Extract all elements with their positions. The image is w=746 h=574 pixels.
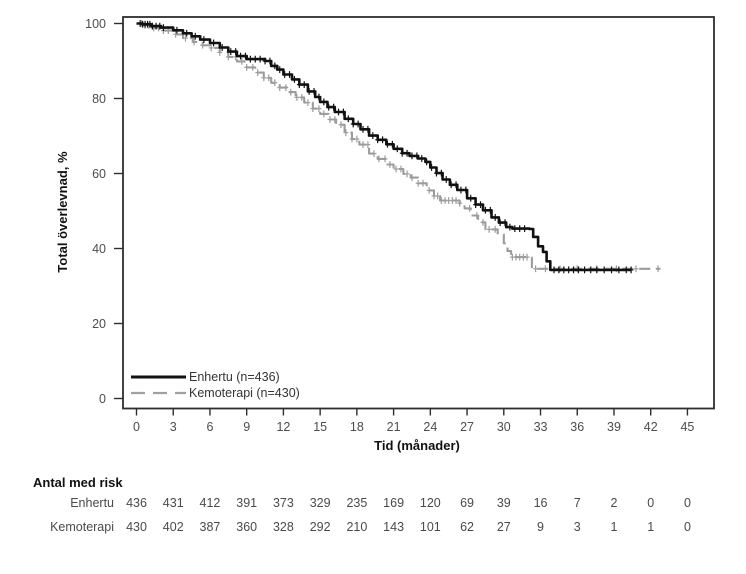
- risk-value: 2: [611, 496, 618, 510]
- x-tick-label: 9: [243, 420, 250, 434]
- x-tick-label: 33: [534, 420, 548, 434]
- risk-value: 1: [611, 520, 618, 534]
- risk-value: 16: [534, 496, 548, 510]
- curve-kemoterapi: [136, 22, 661, 270]
- curve-enhertu: [136, 22, 632, 272]
- risk-value: 235: [346, 496, 367, 510]
- risk-row-label-kemoterapi: Kemoterapi: [50, 520, 114, 534]
- risk-value: 69: [460, 496, 474, 510]
- risk-value: 292: [310, 520, 331, 534]
- x-tick-label: 0: [133, 420, 140, 434]
- risk-value: 7: [574, 496, 581, 510]
- x-tick-label: 45: [680, 420, 694, 434]
- risk-value: 143: [383, 520, 404, 534]
- risk-value: 1: [647, 520, 654, 534]
- risk-value: 436: [126, 496, 147, 510]
- x-tick-label: 27: [460, 420, 474, 434]
- x-tick-label: 30: [497, 420, 511, 434]
- risk-value: 0: [684, 496, 691, 510]
- x-tick-label: 39: [607, 420, 621, 434]
- series-group: [136, 20, 661, 274]
- risk-value: 27: [497, 520, 511, 534]
- x-tick-label: 3: [170, 420, 177, 434]
- risk-value: 9: [537, 520, 544, 534]
- risk-value: 391: [236, 496, 257, 510]
- risk-value: 101: [420, 520, 441, 534]
- y-tick-label: 60: [92, 167, 106, 181]
- risk-value: 360: [236, 520, 257, 534]
- risk-value: 387: [200, 520, 221, 534]
- risk-value: 120: [420, 496, 441, 510]
- x-tick-label: 15: [313, 420, 327, 434]
- y-tick-label: 80: [92, 92, 106, 106]
- censor-marks-enhertu: [137, 20, 634, 274]
- x-tick-label: 6: [206, 420, 213, 434]
- legend-label-kemoterapi: Kemoterapi (n=430): [189, 386, 300, 400]
- risk-row-label-enhertu: Enhertu: [70, 496, 114, 510]
- x-tick-label: 36: [570, 420, 584, 434]
- risk-value: 329: [310, 496, 331, 510]
- x-ticks-group: 0 3 6 9 12 15 18 21 24 27 30 33 36 39 42 45: [133, 408, 694, 434]
- y-tick-label: 0: [99, 392, 106, 406]
- x-tick-label: 18: [350, 420, 364, 434]
- x-tick-label: 24: [423, 420, 437, 434]
- y-tick-label: 40: [92, 242, 106, 256]
- risk-value: 39: [497, 496, 511, 510]
- x-tick-label: 42: [644, 420, 658, 434]
- risk-value: 0: [647, 496, 654, 510]
- risk-value: 431: [163, 496, 184, 510]
- risk-value: 402: [163, 520, 184, 534]
- risk-value: 412: [200, 496, 221, 510]
- y-ticks-group: 0 20 40 60 80 100: [85, 17, 123, 406]
- y-tick-label: 20: [92, 317, 106, 331]
- legend-label-enhertu: Enhertu (n=436): [189, 370, 280, 384]
- x-tick-label: 12: [276, 420, 290, 434]
- risk-value: 169: [383, 496, 404, 510]
- risk-value: 62: [460, 520, 474, 534]
- risk-value: 0: [684, 520, 691, 534]
- x-axis-title: Tid (månader): [374, 438, 460, 453]
- risk-numbers-group: 436 431 412 391 373 329 235 169 120 69 39 16 7 2 0 0430…: [126, 496, 691, 534]
- y-axis-title: Total överlevnad, %: [55, 151, 70, 273]
- risk-value: 3: [574, 520, 581, 534]
- risk-table-title: Antal med risk: [33, 475, 123, 490]
- y-tick-label: 100: [85, 17, 106, 31]
- risk-value: 430: [126, 520, 147, 534]
- legend: Enhertu (n=436) Kemoterapi (n=430): [131, 370, 300, 400]
- censor-marks-kemoterapi: [138, 20, 661, 273]
- risk-value: 210: [346, 520, 367, 534]
- x-tick-label: 21: [387, 420, 401, 434]
- plot-area-border: [122, 16, 715, 410]
- risk-value: 373: [273, 496, 294, 510]
- risk-value: 328: [273, 520, 294, 534]
